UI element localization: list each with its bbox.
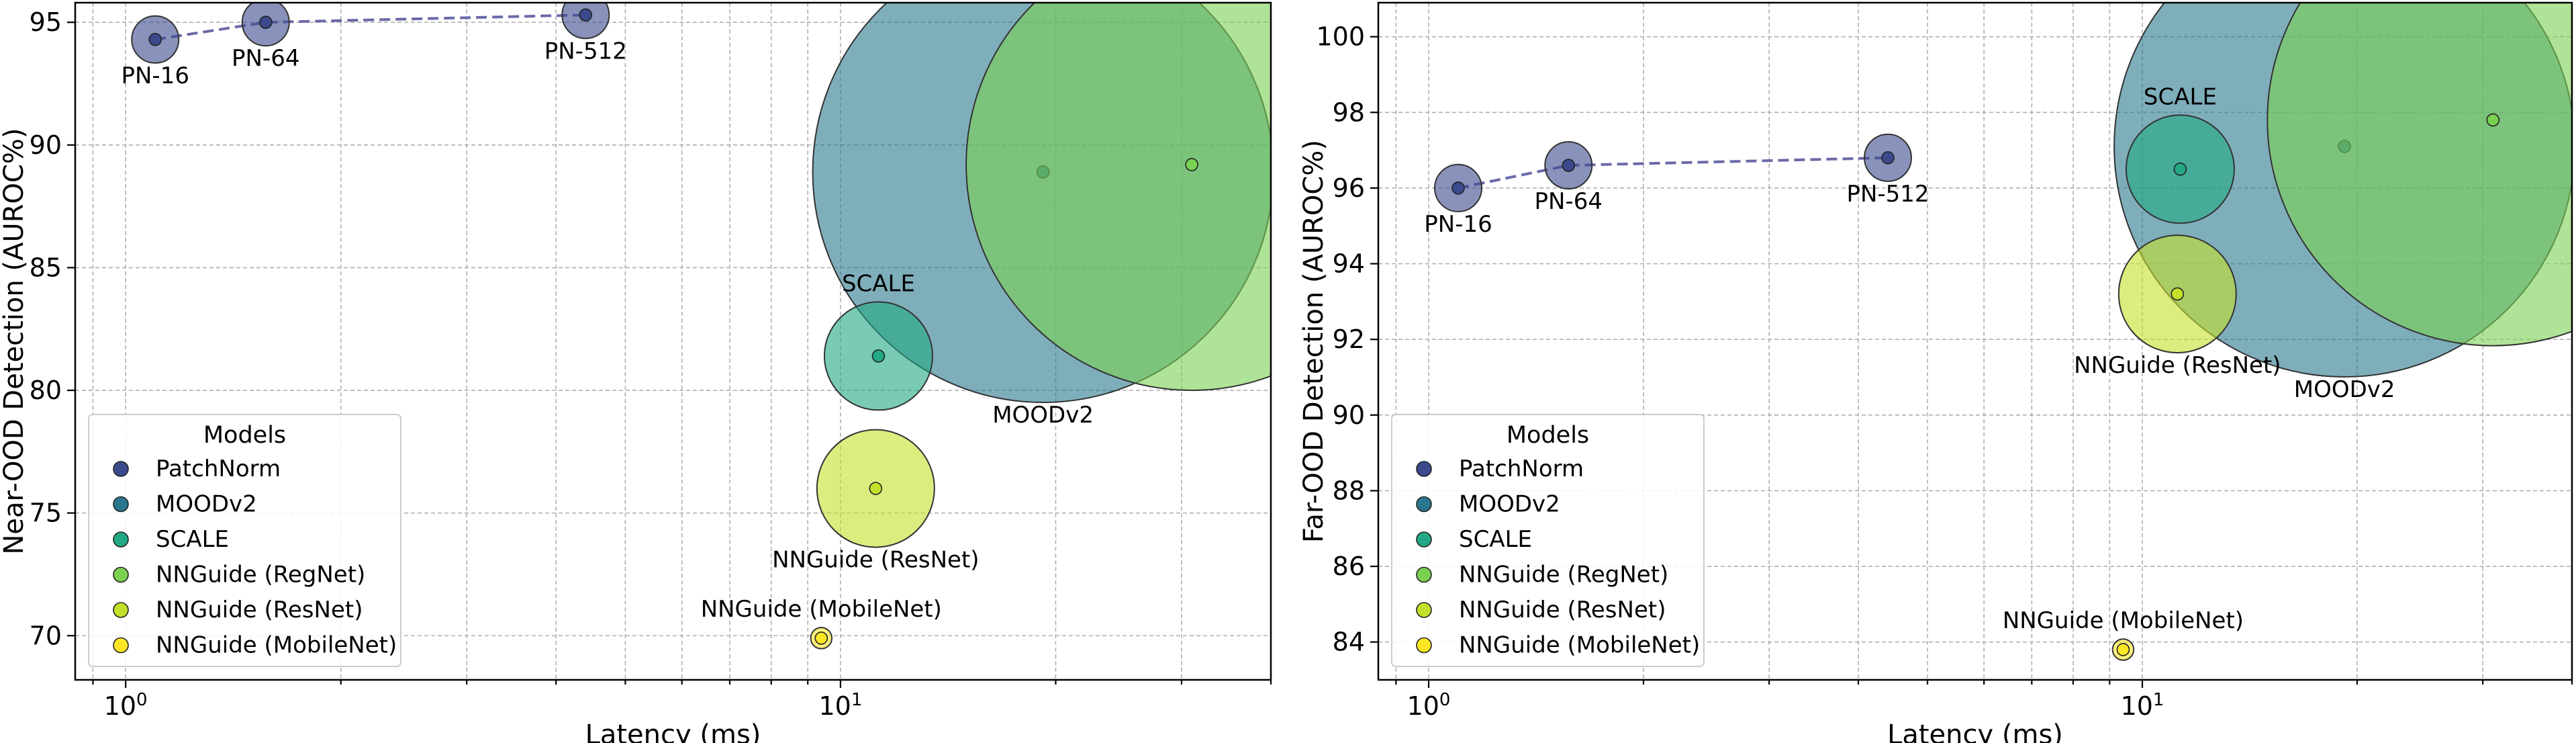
legend-item-label: SCALE — [1459, 526, 1532, 553]
legend-item-label: PatchNorm — [156, 455, 281, 482]
patchnorm-trend-line — [154, 13, 586, 41]
y-tick-label: 95 — [30, 7, 62, 37]
legend-item-label: MOODv2 — [156, 491, 257, 518]
legend-item-label: SCALE — [156, 526, 229, 553]
label-nnguide-mobilenet: NNGuide (MobileNet) — [701, 596, 942, 623]
point-pn-16 — [1451, 181, 1465, 195]
x-tick-label: 101 — [2121, 690, 2164, 721]
y-axis-title: Far-OOD Detection (AUROC%) — [1298, 140, 1329, 543]
label-nnguide-resnet: NNGuide (ResNet) — [772, 547, 979, 574]
legend-item-label: NNGuide (ResNet) — [1459, 597, 1666, 623]
legend-marker — [1416, 461, 1432, 477]
y-tick-label: 85 — [30, 253, 62, 282]
plot-frame — [1377, 1, 2573, 681]
legend-item-label: MOODv2 — [1459, 491, 1560, 518]
plot-area — [131, 3, 1271, 650]
label-pn-512: PN-512 — [544, 38, 627, 64]
point-pn-64 — [258, 15, 273, 30]
label-moodv2: MOODv2 — [992, 402, 1094, 429]
y-axis-title: Near-OOD Detection (AUROC%) — [0, 128, 30, 554]
legend-title: Models — [1507, 422, 1589, 449]
legend-box — [1391, 414, 1705, 667]
label-nnguide-mobilenet: NNGuide (MobileNet) — [2003, 607, 2244, 634]
y-tick-label: 96 — [1333, 173, 1365, 203]
legend-marker — [113, 637, 129, 654]
point-scale — [871, 349, 886, 363]
x-tick-label: 100 — [1407, 690, 1451, 721]
point-nnguide-resnet — [2170, 287, 2185, 301]
y-tick-label: 70 — [30, 621, 62, 650]
point-nnguide-resnet — [869, 482, 883, 495]
legend-title: Models — [203, 422, 286, 449]
label-scale: SCALE — [2144, 83, 2217, 110]
legend: Models PatchNorm MOODv2 SCALE NNGuide (RegNe… — [88, 414, 401, 667]
y-tick-label: 84 — [1333, 627, 1365, 657]
legend-marker — [113, 566, 129, 583]
plot-area — [1434, 3, 2572, 661]
point-nnguide-mobilenet — [2116, 643, 2130, 656]
y-tick-label: 98 — [1333, 97, 1365, 127]
point-nnguide-regnet — [1185, 158, 1198, 171]
bubble-nnguide-regnet — [965, 3, 1271, 391]
label-pn-16: PN-16 — [1424, 211, 1492, 238]
label-scale: SCALE — [842, 270, 915, 297]
label-pn-64: PN-64 — [1535, 188, 1603, 215]
point-pn-512 — [579, 8, 593, 22]
x-tick-label: 101 — [818, 690, 862, 721]
chart-panel-1: 70 75 80 85 90 95 100 101 Latency (ms) Near-OOD D… — [0, 1, 1272, 743]
legend-marker — [113, 461, 129, 477]
legend-marker — [1416, 637, 1432, 654]
patchnorm-trend-line — [1458, 156, 1889, 189]
legend-item-label: NNGuide (RegNet) — [156, 562, 365, 588]
y-tick-label: 90 — [30, 130, 62, 160]
y-tick-label: 94 — [1333, 249, 1365, 279]
y-tick-label: 100 — [1316, 22, 1365, 52]
label-nnguide-resnet: NNGuide (ResNet) — [2074, 352, 2281, 379]
point-pn-16 — [148, 32, 162, 46]
legend-item-label: NNGuide (ResNet) — [156, 597, 363, 623]
point-pn-512 — [1881, 151, 1895, 165]
point-scale — [2173, 162, 2187, 176]
y-tick-label: 92 — [1333, 324, 1365, 354]
bubble-nnguide-regnet — [2267, 3, 2572, 347]
label-pn-512: PN-512 — [1846, 181, 1929, 208]
legend-item-label: NNGuide (RegNet) — [1459, 562, 1668, 588]
legend-marker — [1416, 496, 1432, 513]
y-tick-label: 90 — [1333, 400, 1365, 430]
point-nnguide-mobilenet — [814, 631, 828, 645]
legend-marker — [113, 602, 129, 618]
legend-item-label: NNGuide (MobileNet) — [1459, 632, 1700, 659]
legend: Models PatchNorm MOODv2 SCALE NNGuide (RegNe… — [1391, 414, 1705, 667]
x-axis-title: Latency (ms) — [1887, 719, 2063, 743]
y-tick-label: 88 — [1333, 476, 1365, 505]
y-tick-label: 75 — [30, 498, 62, 528]
label-moodv2: MOODv2 — [2294, 376, 2395, 403]
chart-panel-2: 84 86 88 90 92 94 96 98 100 100 101 Latency (ms) Far… — [1298, 1, 2573, 743]
legend-item-label: PatchNorm — [1459, 455, 1584, 482]
legend-marker — [1416, 566, 1432, 583]
plot-frame — [74, 1, 1272, 681]
label-pn-64: PN-64 — [232, 45, 299, 72]
legend-marker — [1416, 602, 1432, 618]
x-axis-title: Latency (ms) — [585, 719, 761, 743]
legend-marker — [1416, 531, 1432, 548]
point-nnguide-regnet — [2486, 113, 2500, 127]
legend-box — [88, 414, 401, 667]
y-tick-label: 80 — [30, 376, 62, 405]
label-pn-16: PN-16 — [121, 62, 189, 89]
point-pn-64 — [1562, 159, 1576, 172]
x-tick-label: 100 — [104, 690, 148, 721]
legend-marker — [113, 496, 129, 513]
y-tick-label: 86 — [1333, 552, 1365, 581]
legend-marker — [113, 531, 129, 548]
legend-item-label: NNGuide (MobileNet) — [156, 632, 397, 659]
